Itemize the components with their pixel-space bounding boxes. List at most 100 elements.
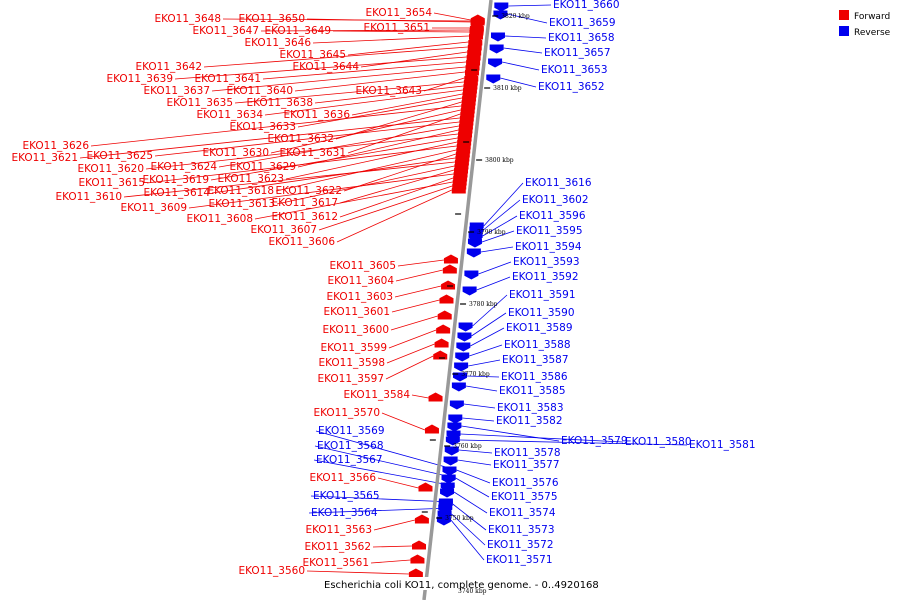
forward-gene-label[interactable]: EKO11_3604 xyxy=(327,275,394,287)
forward-gene-label[interactable]: EKO11_3642 xyxy=(135,61,202,73)
forward-gene-label[interactable]: EKO11_3632 xyxy=(267,133,334,145)
forward-gene-label[interactable]: EKO11_3605 xyxy=(329,260,396,272)
reverse-gene-arrow-34[interactable] xyxy=(441,474,456,484)
reverse-gene-label[interactable]: EKO11_3572 xyxy=(487,539,554,551)
forward-gene-label[interactable]: EKO11_3606 xyxy=(268,236,335,248)
forward-gene-arrow-45[interactable] xyxy=(441,280,456,290)
forward-gene-label[interactable]: EKO11_3609 xyxy=(120,202,187,214)
forward-gene-label[interactable]: EKO11_3599 xyxy=(320,342,387,354)
reverse-gene-arrow-29[interactable] xyxy=(440,488,455,498)
reverse-gene-arrow-35[interactable] xyxy=(440,482,455,492)
forward-gene-label[interactable]: EKO11_3622 xyxy=(275,185,342,197)
forward-gene-arrow-48[interactable] xyxy=(436,324,451,334)
reverse-gene-arrow-1[interactable] xyxy=(493,10,508,20)
forward-gene-arrow-2[interactable] xyxy=(470,16,485,26)
reverse-gene-arrow-18[interactable] xyxy=(453,372,468,382)
forward-gene-label[interactable]: EKO11_3654 xyxy=(365,7,432,19)
reverse-gene-arrow-15[interactable] xyxy=(456,342,471,352)
reverse-gene-label[interactable]: EKO11_3652 xyxy=(538,81,605,93)
forward-gene-label[interactable]: EKO11_3618 xyxy=(207,185,274,197)
reverse-gene-label[interactable]: EKO11_3571 xyxy=(486,554,553,566)
reverse-gene-arrow-2[interactable] xyxy=(490,32,505,42)
forward-gene-label[interactable]: EKO11_3570 xyxy=(313,407,380,419)
forward-gene-label[interactable]: EKO11_3597 xyxy=(317,373,384,385)
forward-gene-label[interactable]: EKO11_3639 xyxy=(106,73,173,85)
forward-gene-label[interactable]: EKO11_3646 xyxy=(244,37,311,49)
forward-gene-label[interactable]: EKO11_3638 xyxy=(246,97,313,109)
reverse-gene-label[interactable]: EKO11_3592 xyxy=(512,271,579,283)
forward-gene-label[interactable]: EKO11_3633 xyxy=(229,121,296,133)
reverse-gene-label[interactable]: EKO11_3578 xyxy=(494,447,561,459)
forward-gene-label[interactable]: EKO11_3649 xyxy=(264,25,331,37)
reverse-gene-arrow-10[interactable] xyxy=(466,248,481,258)
reverse-gene-label[interactable]: EKO11_3564 xyxy=(311,507,378,519)
reverse-gene-label[interactable]: EKO11_3594 xyxy=(515,241,582,253)
forward-gene-label[interactable]: EKO11_3614 xyxy=(143,187,210,199)
forward-gene-arrow-57[interactable] xyxy=(408,568,423,578)
forward-gene-label[interactable]: EKO11_3607 xyxy=(250,224,317,236)
forward-gene-label[interactable]: EKO11_3601 xyxy=(323,306,390,318)
forward-gene-label[interactable]: EKO11_3645 xyxy=(279,49,346,61)
forward-gene-arrow-55[interactable] xyxy=(412,540,427,550)
reverse-gene-label[interactable]: EKO11_3602 xyxy=(522,194,589,206)
reverse-gene-label[interactable]: EKO11_3569 xyxy=(318,425,385,437)
forward-gene-arrow-49[interactable] xyxy=(434,338,449,348)
forward-gene-label[interactable]: EKO11_3600 xyxy=(322,324,389,336)
forward-gene-arrow-46[interactable] xyxy=(439,294,454,304)
reverse-gene-arrow-21[interactable] xyxy=(448,414,463,424)
forward-gene-label[interactable]: EKO11_3635 xyxy=(166,97,233,109)
forward-gene-label[interactable]: EKO11_3621 xyxy=(11,152,78,164)
reverse-gene-arrow-9[interactable] xyxy=(467,238,482,248)
forward-gene-arrow-42[interactable] xyxy=(451,184,466,194)
forward-gene-arrow-54[interactable] xyxy=(414,514,429,524)
forward-gene-label[interactable]: EKO11_3560 xyxy=(238,565,305,577)
forward-gene-label[interactable]: EKO11_3612 xyxy=(271,211,338,223)
reverse-gene-arrow-25[interactable] xyxy=(444,446,459,456)
forward-gene-label[interactable]: EKO11_3584 xyxy=(343,389,410,401)
reverse-gene-label[interactable]: EKO11_3573 xyxy=(488,524,555,536)
reverse-gene-arrow-12[interactable] xyxy=(462,286,477,296)
forward-gene-label[interactable]: EKO11_3624 xyxy=(150,161,217,173)
reverse-gene-label[interactable]: EKO11_3580 xyxy=(625,436,692,448)
forward-gene-label[interactable]: EKO11_3630 xyxy=(202,147,269,159)
reverse-gene-label[interactable]: EKO11_3595 xyxy=(516,225,583,237)
forward-gene-label[interactable]: EKO11_3650 xyxy=(238,13,305,25)
reverse-gene-label[interactable]: EKO11_3657 xyxy=(544,47,611,59)
reverse-gene-arrow-13[interactable] xyxy=(458,322,473,332)
forward-gene-label[interactable]: EKO11_3566 xyxy=(309,472,376,484)
forward-gene-arrow-51[interactable] xyxy=(428,392,443,402)
reverse-gene-label[interactable]: EKO11_3582 xyxy=(496,415,563,427)
forward-gene-label[interactable]: EKO11_3610 xyxy=(55,191,122,203)
forward-gene-arrow-44[interactable] xyxy=(442,264,457,274)
reverse-gene-label[interactable]: EKO11_3586 xyxy=(501,371,568,383)
forward-gene-label[interactable]: EKO11_3563 xyxy=(305,524,372,536)
forward-gene-arrow-52[interactable] xyxy=(424,424,439,434)
reverse-gene-arrow-37[interactable] xyxy=(438,504,453,514)
forward-gene-label[interactable]: EKO11_3626 xyxy=(22,140,89,152)
forward-gene-arrow-6[interactable] xyxy=(468,30,483,40)
reverse-gene-label[interactable]: EKO11_3590 xyxy=(508,307,575,319)
reverse-gene-label[interactable]: EKO11_3616 xyxy=(525,177,592,189)
forward-gene-label[interactable]: EKO11_3641 xyxy=(194,73,261,85)
forward-gene-label[interactable]: EKO11_3613 xyxy=(208,198,275,210)
forward-gene-label[interactable]: EKO11_3648 xyxy=(154,13,221,25)
reverse-gene-arrow-20[interactable] xyxy=(449,400,464,410)
forward-gene-arrow-56[interactable] xyxy=(410,554,425,564)
forward-gene-arrow-43[interactable] xyxy=(443,254,458,264)
forward-gene-label[interactable]: EKO11_3637 xyxy=(143,85,210,97)
reverse-gene-arrow-16[interactable] xyxy=(455,352,470,362)
reverse-gene-arrow-32[interactable] xyxy=(436,516,451,526)
reverse-gene-arrow-26[interactable] xyxy=(443,456,458,466)
reverse-gene-label[interactable]: EKO11_3593 xyxy=(513,256,580,268)
forward-gene-label[interactable]: EKO11_3608 xyxy=(186,213,253,225)
reverse-gene-arrow-22[interactable] xyxy=(447,422,462,432)
reverse-gene-label[interactable]: EKO11_3568 xyxy=(317,440,384,452)
forward-gene-label[interactable]: EKO11_3634 xyxy=(196,109,263,121)
forward-gene-label[interactable]: EKO11_3651 xyxy=(363,22,430,34)
forward-gene-label[interactable]: EKO11_3643 xyxy=(355,85,422,97)
reverse-gene-label[interactable]: EKO11_3587 xyxy=(502,354,569,366)
forward-gene-label[interactable]: EKO11_3603 xyxy=(326,291,393,303)
forward-gene-arrow-53[interactable] xyxy=(418,482,433,492)
forward-gene-arrow-13[interactable] xyxy=(464,66,479,76)
forward-gene-label[interactable]: EKO11_3636 xyxy=(283,109,350,121)
